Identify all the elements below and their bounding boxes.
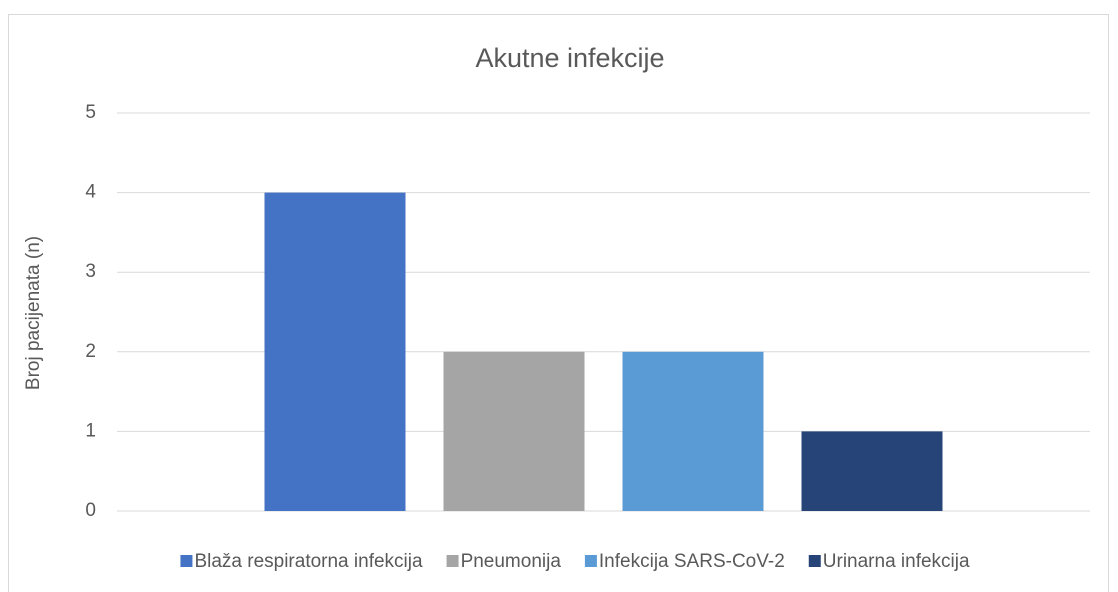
- y-tick-label: 5: [85, 102, 96, 123]
- legend-label: Urinarna infekcija: [823, 551, 970, 572]
- legend-swatch: [808, 555, 821, 567]
- legend-label: Blaža respiratorna infekcija: [194, 551, 423, 572]
- legend-swatch: [584, 555, 597, 567]
- legend-label: Infekcija SARS-CoV-2: [599, 551, 785, 572]
- bar: [443, 351, 585, 511]
- legend-label: Pneumonija: [461, 551, 562, 572]
- y-tick-label: 3: [85, 261, 96, 282]
- bar: [801, 431, 943, 511]
- y-tick-label: 4: [85, 182, 96, 203]
- bar: [622, 351, 764, 511]
- y-tick-label: 1: [85, 420, 96, 441]
- y-tick-label: 2: [85, 341, 96, 362]
- chart-title: Akutne infekcije: [475, 43, 664, 73]
- legend-swatch: [180, 555, 193, 567]
- y-axis-label: Broj pacijenata (n): [23, 236, 44, 390]
- y-tick-label: 0: [85, 500, 96, 521]
- legend-swatch: [446, 555, 459, 567]
- bar: [264, 192, 406, 511]
